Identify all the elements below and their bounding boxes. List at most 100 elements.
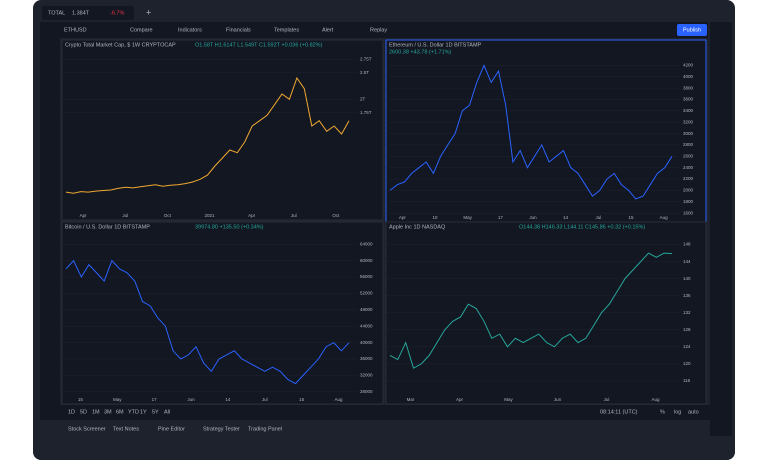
tab-symbol: TOTAL [48, 10, 65, 16]
range-button[interactable]: 1D [68, 409, 75, 415]
x-tick-label: 17 [152, 397, 158, 402]
x-tick-label: Apr [456, 397, 464, 402]
panel-tab[interactable]: Stock Screener [68, 426, 106, 432]
y-tick-label: 136 [683, 293, 691, 298]
x-tick-label: Jul [595, 215, 601, 220]
x-tick-label: 2021 [204, 213, 215, 218]
scale-option[interactable]: log [674, 409, 681, 415]
new-tab[interactable]: + [146, 7, 151, 17]
publish-button[interactable] [677, 24, 707, 36]
x-tick-label: Oct [164, 213, 172, 218]
x-tick-label: Apr [399, 215, 407, 220]
clock: 08:14:11 (UTC) [600, 409, 638, 415]
y-tick-label: 2.75T [360, 57, 372, 62]
bottom-tabs [60, 422, 710, 436]
y-tick-label: 124 [683, 344, 691, 349]
y-tick-label: 44000 [360, 323, 373, 328]
x-tick-label: Aug [660, 215, 669, 220]
y-tick-label: 140 [683, 276, 691, 281]
x-tick-label: 15 [628, 215, 634, 220]
tab-change: -6.7% [110, 10, 124, 16]
right-sidebar [710, 22, 732, 436]
panel-tab[interactable]: Strategy Tester [203, 426, 240, 432]
range-button[interactable]: 1Y [140, 409, 147, 415]
x-tick-label: Apr [248, 213, 256, 218]
bottom-bar [60, 405, 710, 420]
y-tick-label: 128 [683, 327, 691, 332]
y-tick-label: 40000 [360, 340, 373, 345]
y-tick-label: 52000 [360, 291, 373, 296]
panel-info: O1.58T H1.614T L1.549T C1.592T +0.036 (+… [195, 42, 323, 48]
y-tick-label: 2800 [683, 142, 694, 147]
panel-info: 39974.80 +135.50 (+0.34%) [195, 224, 264, 230]
price-line [65, 259, 350, 385]
y-tick-label: 28000 [360, 389, 373, 394]
panel-tab[interactable]: Trading Panel [248, 426, 282, 432]
y-tick-label: 148 [683, 242, 691, 247]
toolbar-item[interactable]: Replay [370, 27, 387, 33]
chart-panel [385, 221, 707, 405]
toolbar-item[interactable]: Compare [130, 27, 153, 33]
y-tick-label: 2400 [683, 165, 694, 170]
panel-tab[interactable]: Pine Editor [158, 426, 185, 432]
y-tick-label: 3400 [683, 108, 694, 113]
panel-title: Apple Inc 1D NASDAQ [389, 224, 446, 230]
toolbar-item[interactable]: Templates [274, 27, 299, 33]
chart-panel [61, 221, 384, 405]
y-tick-label: 32000 [360, 373, 373, 378]
tab-price: 1.384T [72, 10, 90, 16]
y-tick-label: 2200 [683, 176, 694, 181]
y-tick-label: 4200 [683, 63, 694, 68]
y-tick-label: 1.75T [360, 110, 372, 115]
range-button[interactable]: 3M [104, 409, 112, 415]
x-tick-label: May [113, 397, 122, 402]
toolbar-symbol[interactable]: ETHUSD [64, 27, 87, 33]
toolbar-item[interactable]: Financials [226, 27, 251, 33]
price-line [389, 252, 673, 369]
y-tick-label: 1800 [683, 199, 694, 204]
top-toolbar [40, 22, 708, 38]
y-tick-label: 2600 [683, 154, 694, 159]
y-tick-label: 3200 [683, 119, 694, 124]
y-tick-label: 2T [360, 97, 366, 102]
x-tick-label: 15 [78, 397, 84, 402]
x-tick-label: Aug [335, 397, 344, 402]
tab[interactable] [42, 6, 134, 20]
y-tick-label: 36000 [360, 356, 373, 361]
x-tick-label: Oct [332, 213, 340, 218]
y-tick-label: 64000 [360, 241, 373, 246]
scale-option[interactable]: auto [688, 409, 699, 415]
x-tick-label: 14 [225, 397, 231, 402]
y-tick-label: 48000 [360, 307, 373, 312]
toolbar-item[interactable]: Indicators [178, 27, 202, 33]
range-button[interactable]: 5Y [152, 409, 159, 415]
y-tick-label: 144 [683, 259, 691, 264]
x-tick-label: Jul [122, 213, 128, 218]
x-tick-label: Aug [651, 397, 660, 402]
x-tick-label: 17 [498, 215, 504, 220]
range-button[interactable]: 5D [80, 409, 87, 415]
panel-tab[interactable]: Text Notes [113, 426, 139, 432]
panel-title: Ethereum / U.S. Dollar 1D BITSTAMP [389, 42, 482, 48]
range-button[interactable]: YTD [128, 409, 139, 415]
chart-panel [61, 39, 384, 221]
x-tick-label: Jul [291, 213, 297, 218]
y-tick-label: 2.5T [360, 70, 369, 75]
toolbar-item[interactable]: Alert [322, 27, 334, 33]
scale-option[interactable]: % [660, 409, 665, 415]
y-tick-label: 56000 [360, 274, 373, 279]
y-tick-label: 60000 [360, 258, 373, 263]
range-button[interactable]: 6M [116, 409, 124, 415]
x-tick-label: Jun [529, 215, 537, 220]
y-tick-label: 116 [683, 378, 691, 383]
x-tick-label: 10 [432, 215, 438, 220]
x-tick-label: Jun [554, 397, 562, 402]
y-tick-label: 3800 [683, 85, 694, 90]
x-tick-label: Apr [80, 213, 88, 218]
x-tick-label: Jul [604, 397, 610, 402]
range-button[interactable]: 1M [92, 409, 100, 415]
chart-panel [385, 39, 707, 223]
range-button[interactable]: All [164, 409, 170, 415]
y-tick-label: 3000 [683, 131, 694, 136]
